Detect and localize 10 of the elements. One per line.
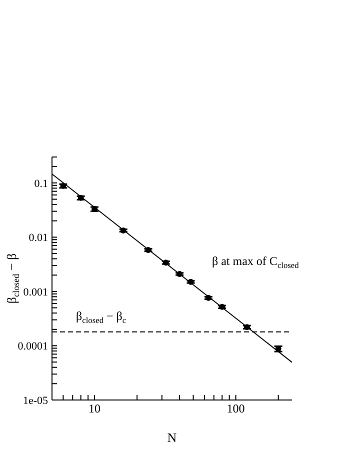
x-axis-title: N xyxy=(167,430,178,445)
y-tick-label: 0.0001 xyxy=(18,340,48,353)
y-tick-label: 0.001 xyxy=(23,286,48,298)
x-tick-label: 100 xyxy=(226,402,245,416)
ref-line-label: β$_{closed}$ − β$_{c}$ xyxy=(76,308,126,325)
y-tick-label: 1e-05 xyxy=(22,394,48,407)
y-tick-label: 0.1 xyxy=(34,178,48,190)
x-tick-label: 10 xyxy=(88,402,101,416)
y-tick-label: 0.01 xyxy=(28,232,48,244)
annotation: β at max of C$_{closed}$ xyxy=(212,254,300,270)
